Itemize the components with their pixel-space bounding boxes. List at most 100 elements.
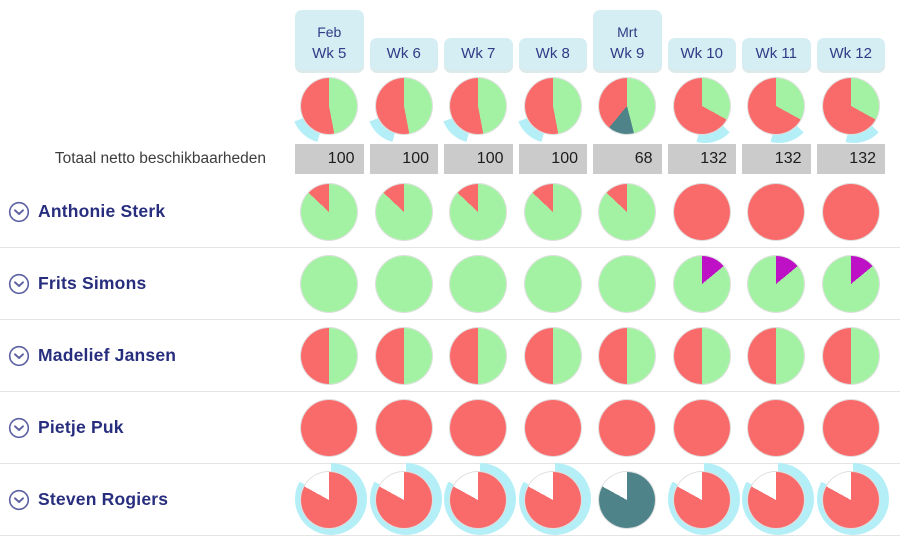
- totals-pie-disc[interactable]: [822, 78, 879, 134]
- allocation-pie-disc[interactable]: [301, 327, 358, 384]
- allocation-pie-disc[interactable]: [822, 399, 879, 456]
- allocation-pie-disc[interactable]: [748, 327, 805, 384]
- allocation-pie-disc[interactable]: [599, 183, 656, 240]
- person-name: Frits Simons: [38, 273, 147, 293]
- allocation-pie-disc[interactable]: [524, 471, 581, 528]
- allocation-pie-disc[interactable]: [599, 327, 656, 384]
- allocation-pie-disc[interactable]: [450, 399, 507, 456]
- allocation-pie-disc[interactable]: [301, 399, 358, 456]
- allocation-pie: [673, 183, 730, 240]
- allocation-pie-disc[interactable]: [673, 183, 730, 240]
- week-tab-wk11[interactable]: Wk 11: [742, 38, 811, 70]
- allocation-pie-disc[interactable]: [524, 327, 581, 384]
- allocation-pie-disc[interactable]: [748, 255, 805, 312]
- week-column-header: Wk 11: [739, 38, 814, 70]
- allocation-pie-disc[interactable]: [450, 327, 507, 384]
- allocation-pie-cell: [665, 462, 740, 535]
- allocation-pie-disc[interactable]: [822, 471, 879, 528]
- allocation-pie-disc[interactable]: [673, 255, 730, 312]
- totals-pie: [670, 75, 739, 143]
- week-tab-wk12[interactable]: Wk 12: [816, 38, 885, 70]
- availability-value-cell-wrap: 132: [665, 144, 740, 174]
- chevron-down-icon[interactable]: [8, 201, 30, 223]
- allocation-pie: [524, 183, 581, 240]
- allocation-pie-disc[interactable]: [375, 399, 432, 456]
- totals-pie-disc[interactable]: [524, 78, 581, 134]
- chevron-down-icon[interactable]: [8, 489, 30, 511]
- allocation-pie: [524, 255, 581, 312]
- allocation-pie-disc[interactable]: [599, 471, 656, 528]
- allocation-pie-disc[interactable]: [748, 471, 805, 528]
- person-row-header: Steven Rogiers: [0, 489, 292, 511]
- allocation-pie: [369, 462, 442, 535]
- totals-pie-disc[interactable]: [748, 78, 805, 134]
- allocation-pie-cell: [739, 462, 815, 535]
- totals-pie-disc[interactable]: [673, 78, 730, 134]
- totals-pie: [441, 75, 510, 143]
- availability-value-cell-wrap: 68: [590, 144, 665, 174]
- allocation-pie-cell: [665, 255, 740, 312]
- allocation-pie-disc[interactable]: [599, 255, 656, 312]
- week-tab-wk6[interactable]: Wk 6: [369, 38, 438, 70]
- chevron-down-icon[interactable]: [8, 345, 30, 367]
- totals-pie-cell: [665, 75, 740, 143]
- allocation-pie-disc[interactable]: [524, 399, 581, 456]
- allocation-pie-cell: [516, 399, 591, 456]
- availability-value-cell-wrap: 100: [516, 144, 591, 174]
- allocation-pie-disc[interactable]: [822, 255, 879, 312]
- allocation-pie-disc[interactable]: [450, 471, 507, 528]
- totals-pie-disc[interactable]: [599, 78, 656, 134]
- allocation-pie-disc[interactable]: [375, 255, 432, 312]
- week-tab-wk8[interactable]: Wk 8: [518, 38, 587, 70]
- allocation-pie: [599, 183, 656, 240]
- chevron-down-icon[interactable]: [8, 417, 30, 439]
- totals-pie-disc[interactable]: [375, 78, 432, 134]
- allocation-pie: [301, 399, 358, 456]
- allocation-pie-disc[interactable]: [375, 327, 432, 384]
- week-tab-wk10[interactable]: Wk 10: [667, 38, 736, 70]
- allocation-pie-disc[interactable]: [301, 183, 358, 240]
- allocation-pie-disc[interactable]: [375, 183, 432, 240]
- allocation-pie-disc[interactable]: [748, 399, 805, 456]
- week-column-header: Wk 8: [516, 38, 591, 70]
- allocation-pie-disc[interactable]: [450, 255, 507, 312]
- availability-value-cell: 132: [742, 144, 811, 174]
- allocation-pie-cell: [739, 183, 814, 240]
- allocation-pie: [295, 462, 368, 535]
- allocation-pie-disc[interactable]: [673, 471, 730, 528]
- allocation-pie-cell: [516, 183, 591, 240]
- allocation-pie-cell: [814, 255, 889, 312]
- week-column-header: Wk 12: [814, 38, 889, 70]
- totals-pie-disc[interactable]: [450, 78, 507, 134]
- allocation-pie: [599, 471, 656, 528]
- allocation-pie-disc[interactable]: [301, 255, 358, 312]
- allocation-pie-disc[interactable]: [375, 471, 432, 528]
- week-tab-wk9[interactable]: Mrt Wk 9: [593, 10, 662, 70]
- availability-value-cell: 132: [816, 144, 885, 174]
- allocation-pie: [822, 327, 879, 384]
- totals-pie-cell: [441, 75, 516, 143]
- allocation-pie: [673, 255, 730, 312]
- allocation-pie-disc[interactable]: [450, 183, 507, 240]
- allocation-pie: [822, 183, 879, 240]
- totals-pie-disc[interactable]: [301, 78, 358, 134]
- week-tab-wk7[interactable]: Wk 7: [444, 38, 513, 70]
- allocation-pie-disc[interactable]: [748, 183, 805, 240]
- month-label: Feb: [317, 23, 342, 40]
- people-rows: Anthonie Sterk Frits Simons Madelief Janse…: [0, 176, 900, 536]
- chevron-down-icon[interactable]: [8, 273, 30, 295]
- allocation-pie-disc[interactable]: [673, 399, 730, 456]
- availability-value-cell-wrap: 100: [441, 144, 516, 174]
- totals-pie-cell: [366, 75, 442, 143]
- allocation-pie-disc[interactable]: [524, 183, 581, 240]
- allocation-pie-disc[interactable]: [599, 399, 656, 456]
- allocation-pie-disc[interactable]: [673, 327, 730, 384]
- allocation-pie-disc[interactable]: [301, 471, 358, 528]
- allocation-pie-disc[interactable]: [822, 183, 879, 240]
- week-tab-wk5[interactable]: Feb Wk 5: [295, 10, 364, 70]
- allocation-pie-disc[interactable]: [822, 327, 879, 384]
- totals-pie-cell: [814, 75, 889, 143]
- allocation-pie-disc[interactable]: [524, 255, 581, 312]
- totals-pie-cell: [590, 78, 665, 134]
- allocation-pie: [748, 255, 805, 312]
